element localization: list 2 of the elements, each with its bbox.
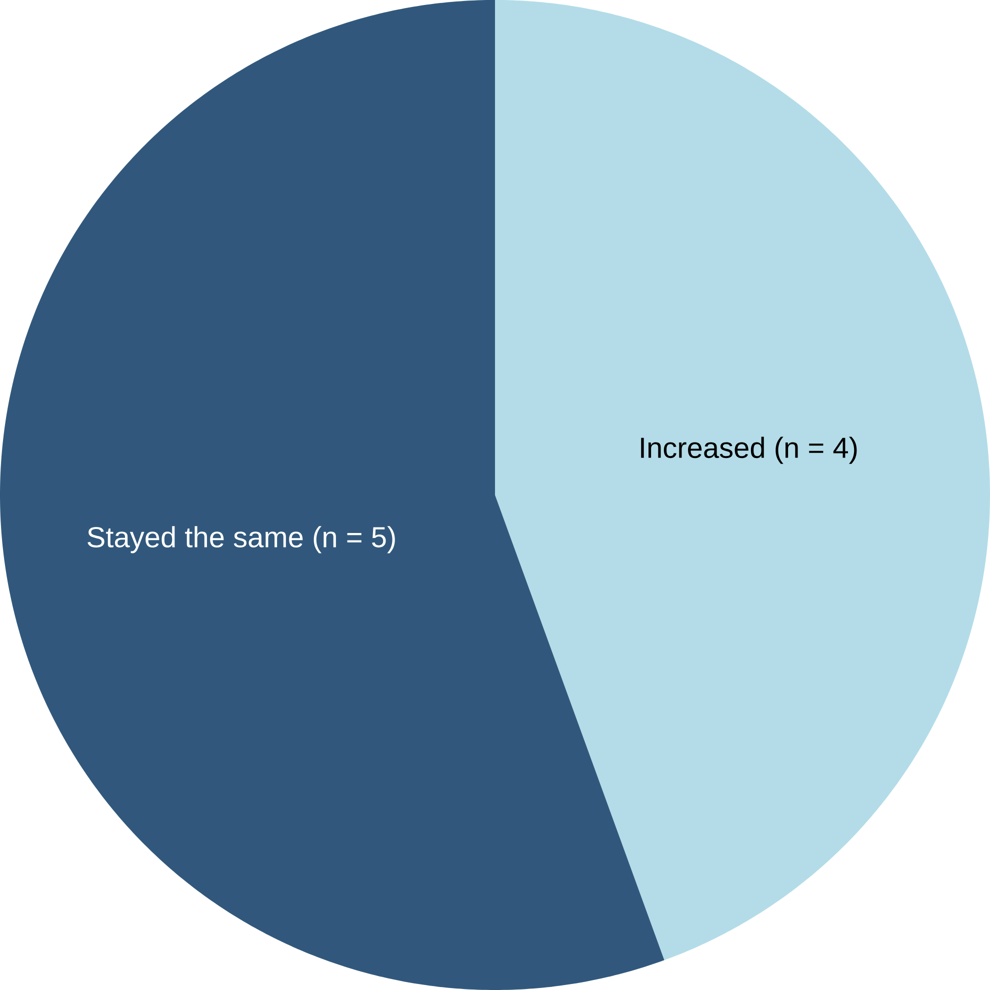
slice-label: Increased (n = 4)	[641, 436, 857, 464]
slice-label: Stayed the same (n = 5)	[88, 526, 395, 554]
